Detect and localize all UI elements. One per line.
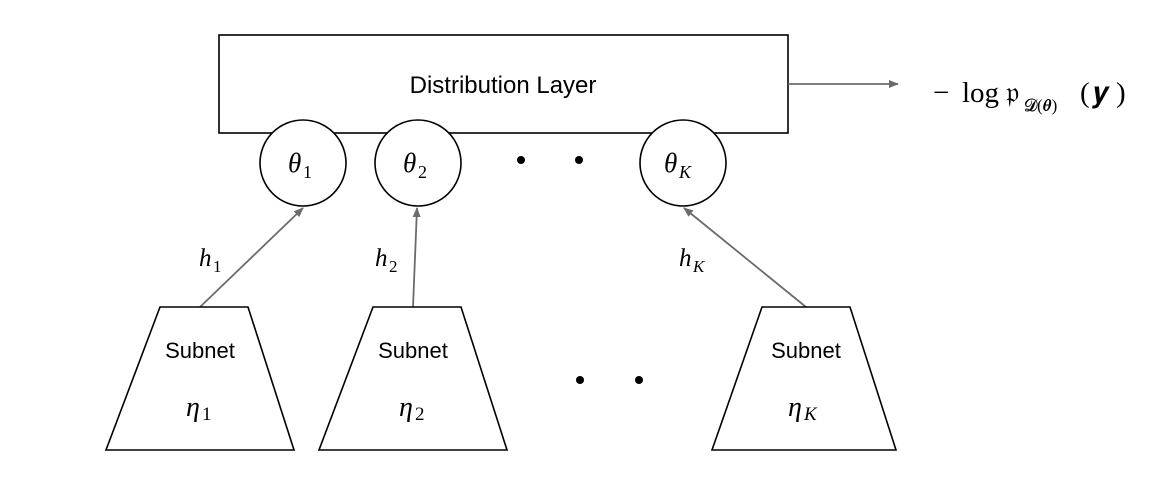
param-symbol: θ: [403, 148, 416, 178]
subnet-k: Subnet η K: [710, 306, 898, 451]
hidden-symbol: h: [199, 245, 212, 272]
subnet-subscript: 1: [202, 404, 212, 425]
output-close-paren: ): [1116, 77, 1126, 109]
subnet-ellipsis-dot: [576, 376, 584, 384]
hidden-label-2: h 2: [375, 245, 398, 276]
param-theta-1: θ 1: [259, 119, 347, 207]
output-open-paren: (: [1080, 77, 1090, 109]
hidden-symbol: h: [375, 245, 388, 272]
output-y: 𝒚: [1092, 77, 1110, 109]
subnet-label: Subnet: [771, 338, 841, 363]
output-subscript: 𝓓(𝜽): [1024, 96, 1057, 115]
output-log: log: [962, 77, 999, 109]
param-theta-2: θ 2: [374, 119, 462, 207]
hidden-subscript: K: [692, 257, 706, 276]
param-theta-k: θ K: [639, 119, 727, 207]
hidden-arrow-1: [199, 207, 304, 308]
subnet-shape: [317, 306, 509, 451]
param-circle: [259, 119, 347, 207]
hidden-symbol: h: [679, 245, 692, 272]
param-subscript: K: [678, 162, 692, 182]
subnet-2: Subnet η 2: [317, 306, 509, 451]
hidden-label-k: h K: [679, 245, 706, 276]
subnet-symbol: η: [788, 392, 802, 423]
subnet-shape: [710, 306, 898, 451]
param-symbol: θ: [664, 148, 677, 178]
distribution-layer-box: [218, 34, 789, 134]
distribution-layer: Distribution Layer: [218, 34, 789, 134]
subnet-label: Subnet: [165, 338, 235, 363]
hidden-label-1: h 1: [199, 245, 222, 276]
param-symbol: θ: [288, 148, 301, 178]
param-subscript: 1: [303, 162, 312, 182]
subnet-subscript: K: [803, 404, 818, 425]
output-expression: − log 𝔭 𝓓(𝜽) ( 𝒚 ): [933, 77, 1126, 115]
hidden-arrow-k: [683, 207, 807, 308]
param-subscript: 2: [418, 162, 427, 182]
subnet-1: Subnet η 1: [104, 306, 296, 451]
subnet-subscript: 2: [415, 404, 425, 425]
distribution-layer-label: Distribution Layer: [410, 72, 597, 99]
param-ellipsis-dot: [517, 156, 525, 164]
hidden-subscript: 1: [213, 257, 222, 276]
subnet-ellipsis-dot: [635, 376, 643, 384]
param-ellipsis-dot: [575, 156, 583, 164]
hidden-subscript: 2: [389, 257, 398, 276]
output-minus: −: [933, 77, 949, 109]
subnet-symbol: η: [186, 392, 200, 423]
subnet-shape: [104, 306, 296, 451]
param-circle: [374, 119, 462, 207]
subnet-symbol: η: [399, 392, 413, 423]
param-circle: [639, 119, 727, 207]
output-p-symbol: 𝔭: [1006, 77, 1019, 109]
hidden-arrow-2: [412, 207, 421, 308]
subnet-label: Subnet: [378, 338, 448, 363]
